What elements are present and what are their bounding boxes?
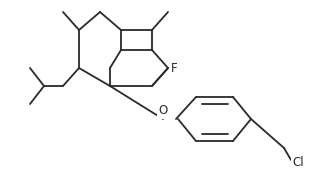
Text: F: F — [172, 61, 178, 75]
Text: Cl: Cl — [292, 156, 304, 169]
Text: O: O — [158, 105, 168, 117]
